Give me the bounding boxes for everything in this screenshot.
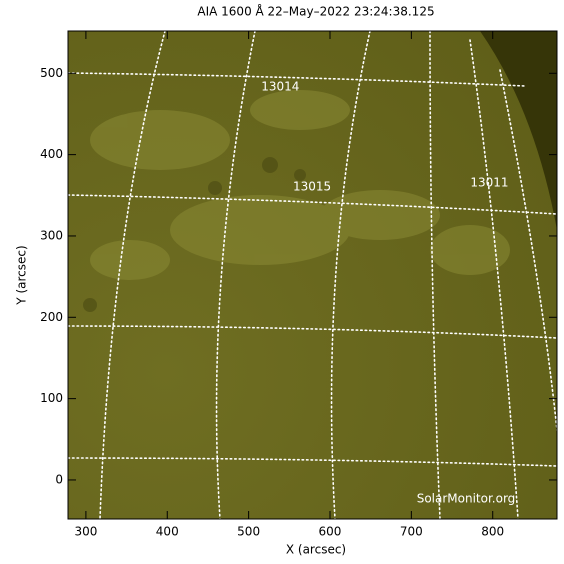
- y-tick-label: 100: [40, 391, 63, 405]
- watermark: SolarMonitor.org: [417, 492, 516, 506]
- x-tick-label: 400: [156, 525, 179, 539]
- plage: [90, 90, 510, 280]
- limb: [480, 31, 557, 230]
- frame: [67, 30, 558, 520]
- region-label: 13015: [293, 180, 331, 194]
- y-axis-label: Y (arcsec): [15, 245, 29, 305]
- y-tick-label: 300: [40, 228, 63, 242]
- x-tick-label: 500: [237, 525, 260, 539]
- x-tick-label: 700: [400, 525, 423, 539]
- region-label: 13011: [470, 176, 508, 190]
- x-tick-label: 600: [319, 525, 342, 539]
- chart-title: AIA 1600 Å 22–May–2022 23:24:38.125: [197, 4, 434, 19]
- annotations: 13014 13015 13011: [261, 80, 508, 194]
- x-tick-label: 300: [74, 525, 97, 539]
- pores: [83, 157, 306, 312]
- x-axis-label: X (arcsec): [286, 543, 346, 557]
- solar-image: 13014 13015 13011: [68, 31, 557, 519]
- heliographic-grid: [68, 31, 557, 519]
- y-tick-label: 0: [55, 472, 63, 486]
- y-tick-label: 200: [40, 310, 63, 324]
- region-label: 13014: [261, 80, 299, 94]
- y-tick-label: 400: [40, 147, 63, 161]
- x-tick-label: 800: [481, 525, 504, 539]
- y-tick-label: 500: [40, 66, 63, 80]
